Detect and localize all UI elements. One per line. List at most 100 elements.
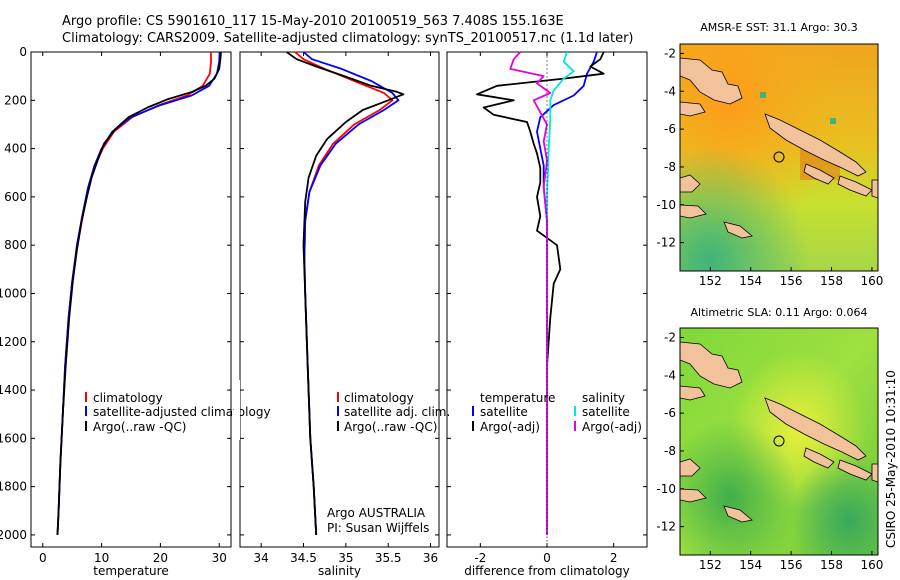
x-tick-label: 154 [739,558,762,572]
x-axis-label: difference from climatology [464,564,630,578]
land-png-coast [680,174,701,193]
x-tick-label: 160 [860,558,883,572]
header-line-1: Argo profile: CS 5901610_117 15-May-2010… [62,14,564,29]
series-line-argo-raw-qc [286,51,405,535]
y-tick-label: -8 [664,160,676,174]
x-tick-label: 35.5 [375,551,402,565]
x-tick-label: 154 [739,274,762,288]
land-island [723,221,753,239]
y-tick-label: -10 [656,198,676,212]
land-new-britain [680,341,743,389]
x-tick-label: 152 [699,558,722,572]
sla-map-image [680,328,878,555]
y-tick-label: 1800 [0,480,27,494]
legend-label-satellite: satellite-adjusted climatology [93,405,271,419]
x-tick-label: -2 [474,551,486,565]
land-island [871,179,878,199]
y-tick-label: 400 [4,142,27,156]
y-tick-label: -12 [656,520,676,534]
legend-heading-temperature: temperature [480,391,555,405]
y-tick-label: -4 [664,368,676,382]
y-tick-label: 800 [4,238,27,252]
x-tick-label: 34.5 [290,551,317,565]
x-tick-label: 35 [338,551,353,565]
legend-overflow-mask [234,380,240,440]
y-tick-label: 2000 [0,528,27,542]
y-tick-label: -10 [656,482,676,496]
argo-program-label: Argo AUSTRALIA [327,506,426,520]
land-island [837,459,873,481]
legend-label-argo: Argo(..raw -QC) [93,420,186,434]
legend-label-temp-satellite: satellite [480,405,528,419]
y-tick-label: -6 [664,122,676,136]
land-island [837,175,873,197]
y-tick-label: 1000 [0,286,27,300]
legend-label-temp-argo: Argo(-adj) [480,420,540,434]
x-tick-label: 34 [254,551,269,565]
land-png-coast [680,488,707,503]
land-coast [680,101,706,117]
y-tick-label: -12 [656,236,676,250]
legend-label-satellite: satellite adj. clim. [344,405,450,419]
land-island [803,163,835,185]
plot-frame [239,51,440,548]
x-tick-label: 152 [699,274,722,288]
land-new-britain [680,57,743,105]
sst-map-image [680,44,878,271]
land-png-coast [680,204,707,219]
x-tick-label: 158 [820,558,843,572]
x-tick-label: 36 [423,551,438,565]
y-tick-label: -6 [664,406,676,420]
x-tick-label: 156 [780,274,803,288]
legend-heading-salinity: salinity [582,391,625,405]
plot-frame [30,51,232,548]
land-coast [680,385,706,401]
argo-location-marker [773,151,785,163]
legend-label-sal-argo: Argo(-adj) [582,420,642,434]
sst-map-axes: 152 154 156 158 160 -2 -4 -6 -8 -10 -12 [656,46,883,288]
y-tick-label: 1600 [0,431,27,445]
y-tick-label: -4 [664,84,676,98]
legend-label-sal-satellite: satellite [582,405,630,419]
y-tick-label: 200 [4,93,27,107]
sst-map-frame [679,43,879,272]
x-tick-label: 10 [94,551,109,565]
y-tick-label: 1200 [0,335,27,349]
legend-label-climatology: climatology [344,391,414,405]
x-tick-label: 158 [820,274,843,288]
land-island [723,505,753,523]
legend-label-argo: Argo(..raw -QC) [344,420,437,434]
y-tick-label: 1400 [0,383,27,397]
sla-map-title: Altimetric SLA: 0.11 Argo: 0.064 [690,306,867,319]
salinity-legend: climatology satellite adj. clim. Argo(..… [337,391,450,434]
y-tick-label: 0 [19,45,27,59]
argo-location-marker [773,435,785,447]
x-tick-label: 30 [212,551,227,565]
legend-label-climatology: climatology [93,391,163,405]
argo-pi-label: PI: Susan Wijffels [327,521,429,535]
difference-legend: temperature salinity satellite Argo(-adj… [472,391,642,434]
x-tick-label: 0 [39,551,47,565]
x-tick-label: 160 [860,274,883,288]
land-bougainville [764,113,867,177]
x-tick-label: 20 [153,551,168,565]
y-tick-label: -2 [664,330,676,344]
y-tick-label: -2 [664,46,676,60]
x-axis-label: salinity [318,564,361,578]
x-tick-label: 0 [543,551,551,565]
land-island [803,447,835,469]
series-line-argo-raw-qc [56,51,222,535]
sla-map-frame [679,327,879,556]
y-tick-label: -8 [664,444,676,458]
sst-map-title: AMSR-E SST: 31.1 Argo: 30.3 [700,21,858,34]
y-tick-label: 600 [4,190,27,204]
land-island [871,463,878,483]
x-axis-label: temperature [93,564,168,578]
sla-map-axes: 152 154 156 158 160 -2 -4 -6 -8 -10 -12 [656,330,883,572]
x-tick-label: 156 [780,558,803,572]
temperature-legend: climatology satellite-adjusted climatolo… [85,391,271,434]
header-line-2: Climatology: CARS2009. Satellite-adjuste… [62,31,634,46]
series-line-temperature-argo-adj [476,51,605,535]
